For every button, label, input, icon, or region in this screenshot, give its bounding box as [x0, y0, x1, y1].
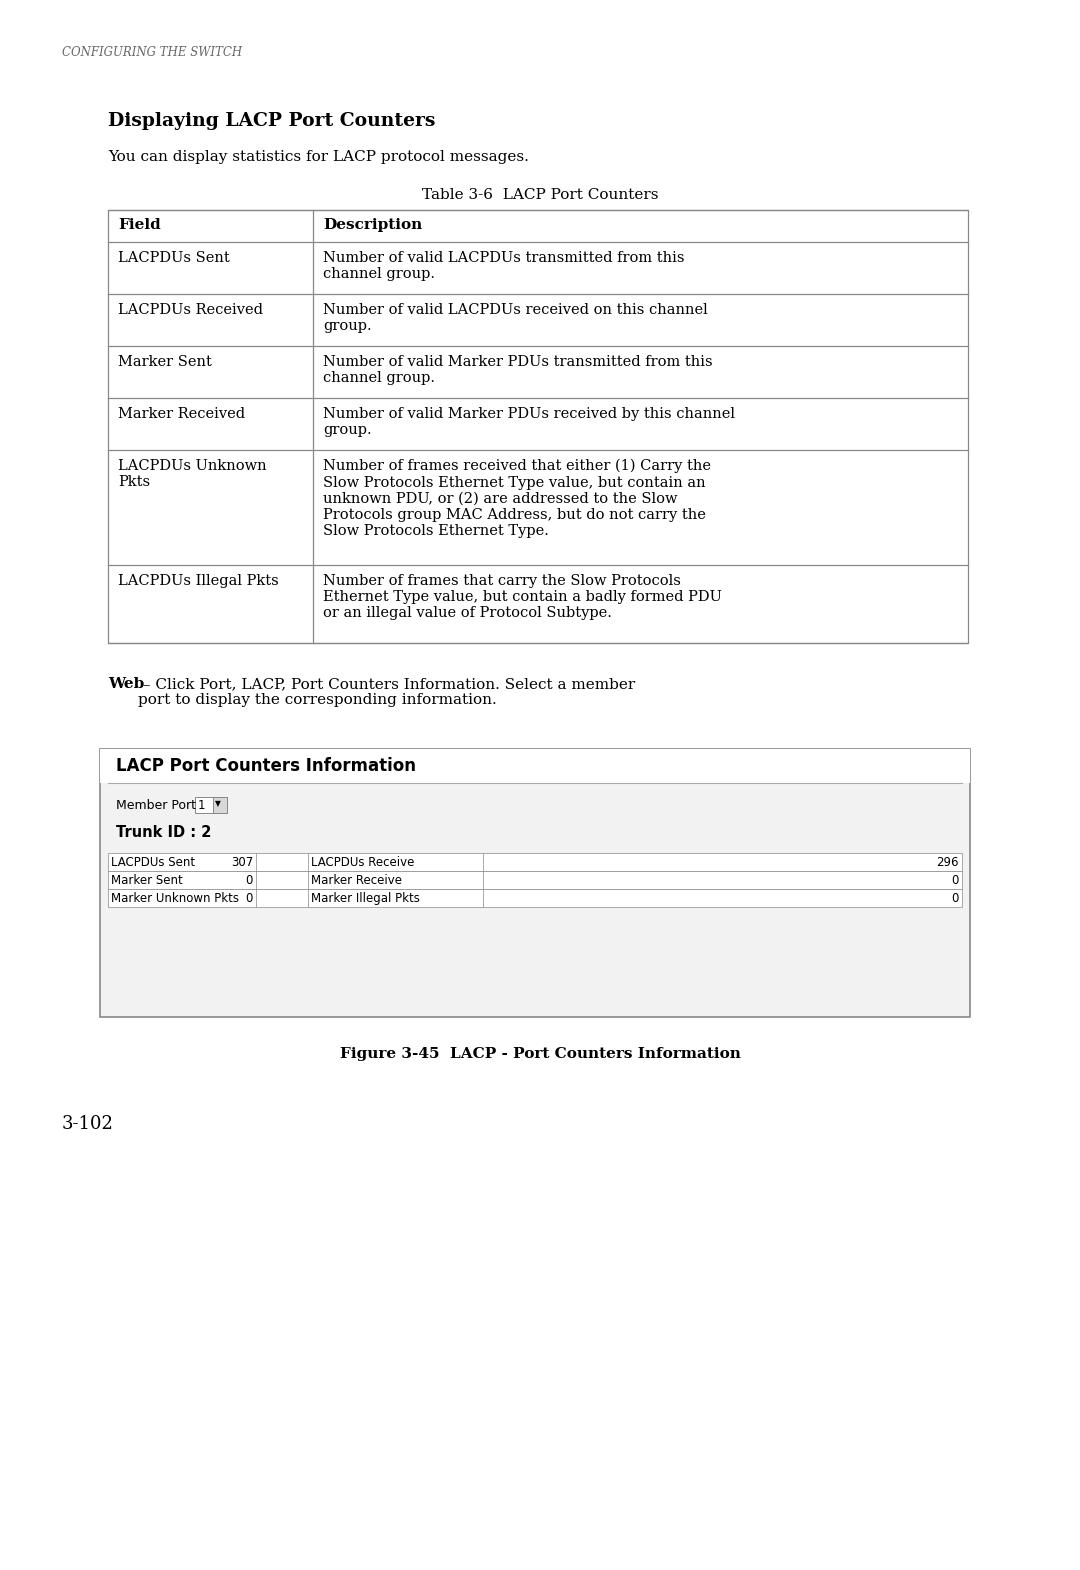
Text: Marker Illegal Pkts: Marker Illegal Pkts [311, 892, 420, 904]
Text: 3-102: 3-102 [62, 1115, 113, 1134]
Text: Marker Sent: Marker Sent [118, 355, 212, 369]
Text: 296: 296 [936, 856, 959, 870]
Text: LACPDUs Received: LACPDUs Received [118, 303, 264, 317]
Text: Table 3-6  LACP Port Counters: Table 3-6 LACP Port Counters [422, 188, 658, 203]
Text: 0: 0 [245, 892, 253, 904]
Text: Marker Receive: Marker Receive [311, 874, 402, 887]
Text: LACPDUs Sent: LACPDUs Sent [118, 251, 230, 265]
Text: Marker Unknown Pkts: Marker Unknown Pkts [111, 892, 239, 904]
Bar [213, 798, 227, 813]
Bar [108, 853, 962, 871]
Text: 0: 0 [951, 874, 959, 887]
Text: Number of frames received that either (1) Carry the
Slow Protocols Ethernet Type: Number of frames received that either (1… [323, 458, 711, 539]
Text: LACP Port Counters Information: LACP Port Counters Information [116, 757, 416, 776]
Text: 1: 1 [198, 799, 205, 812]
Text: 0: 0 [951, 892, 959, 904]
Text: LACPDUs Sent: LACPDUs Sent [111, 856, 195, 870]
Text: Marker Sent: Marker Sent [111, 874, 183, 887]
Bar [108, 889, 962, 907]
Bar [100, 749, 970, 1017]
Text: 0: 0 [245, 874, 253, 887]
Text: You can display statistics for LACP protocol messages.: You can display statistics for LACP prot… [108, 151, 529, 163]
Text: Web: Web [108, 677, 145, 691]
Text: Number of frames that carry the Slow Protocols
Ethernet Type value, but contain : Number of frames that carry the Slow Pro… [323, 575, 721, 620]
Text: Number of valid LACPDUs transmitted from this
channel group.: Number of valid LACPDUs transmitted from… [323, 251, 685, 281]
Text: Number of valid Marker PDUs transmitted from this
channel group.: Number of valid Marker PDUs transmitted … [323, 355, 713, 385]
Text: – Click Port, LACP, Port Counters Information. Select a member
port to display t: – Click Port, LACP, Port Counters Inform… [138, 677, 635, 706]
Text: ▼: ▼ [215, 799, 221, 809]
Bar [100, 749, 970, 783]
Bar [108, 210, 968, 644]
Bar [108, 871, 962, 889]
Text: Trunk ID : 2: Trunk ID : 2 [116, 824, 212, 840]
Text: LACPDUs Unknown
Pkts: LACPDUs Unknown Pkts [118, 458, 267, 490]
Text: Figure 3-45  LACP - Port Counters Information: Figure 3-45 LACP - Port Counters Informa… [339, 1047, 741, 1061]
Text: Number of valid LACPDUs received on this channel
group.: Number of valid LACPDUs received on this… [323, 303, 707, 333]
Bar [195, 798, 227, 813]
Text: Description: Description [323, 218, 422, 232]
Text: LACPDUs Illegal Pkts: LACPDUs Illegal Pkts [118, 575, 279, 589]
Text: Displaying LACP Port Counters: Displaying LACP Port Counters [108, 111, 435, 130]
Text: Marker Received: Marker Received [118, 407, 245, 421]
Text: 307: 307 [231, 856, 253, 870]
Text: Number of valid Marker PDUs received by this channel
group.: Number of valid Marker PDUs received by … [323, 407, 735, 436]
Text: CONFIGURING THE SWITCH: CONFIGURING THE SWITCH [62, 46, 242, 60]
Text: Field: Field [118, 218, 161, 232]
Text: Member Port: Member Port [116, 799, 195, 812]
Text: LACPDUs Receive: LACPDUs Receive [311, 856, 415, 870]
